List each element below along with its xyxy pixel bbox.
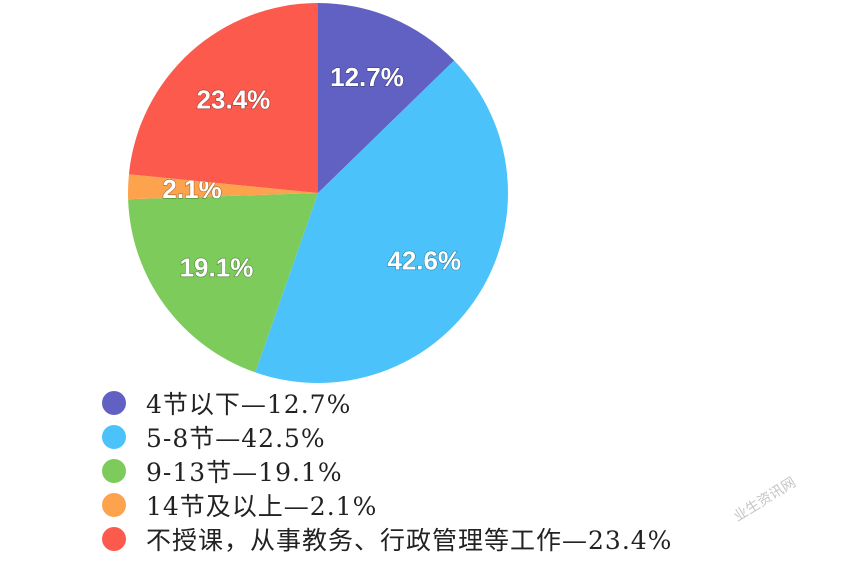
pie-slice-14-plus	[128, 174, 318, 200]
legend-label-3: 9-13节—19.1%	[146, 458, 343, 487]
legend-item-4: 14节及以上—2.1%	[102, 488, 672, 522]
legend-label-5: 不授课，从事教务、行政管理等工作—23.4%	[146, 526, 673, 555]
legend-swatch-5	[102, 527, 126, 551]
legend-item-2: 5-8节—42.5%	[102, 420, 672, 454]
legend-item-1: 4节以下—12.7%	[102, 386, 672, 420]
legend: 4节以下—12.7% 5-8节—42.5% 9-13节—19.1% 14节及以上…	[102, 386, 672, 556]
slice-label-9-13: 19.1%	[180, 253, 254, 283]
legend-label-4: 14节及以上—2.1%	[146, 492, 378, 521]
pie-slice-no-teaching	[128, 3, 318, 193]
slice-label-5-8: 42.6%	[387, 246, 461, 276]
pie-slice-4-below	[318, 3, 455, 193]
legend-item-3: 9-13节—19.1%	[102, 454, 672, 488]
legend-swatch-1	[102, 391, 126, 415]
legend-swatch-3	[102, 459, 126, 483]
pie-slice-9-13	[128, 193, 318, 373]
legend-swatch-4	[102, 493, 126, 517]
slice-label-no-teaching: 23.4%	[197, 85, 271, 115]
slice-label-4-below: 12.7%	[330, 62, 404, 92]
legend-item-5: 不授课，从事教务、行政管理等工作—23.4%	[102, 522, 672, 556]
pie-slice-5-8	[255, 60, 509, 384]
legend-swatch-2	[102, 425, 126, 449]
legend-label-2: 5-8节—42.5%	[146, 424, 326, 453]
legend-label-1: 4节以下—12.7%	[146, 390, 352, 419]
